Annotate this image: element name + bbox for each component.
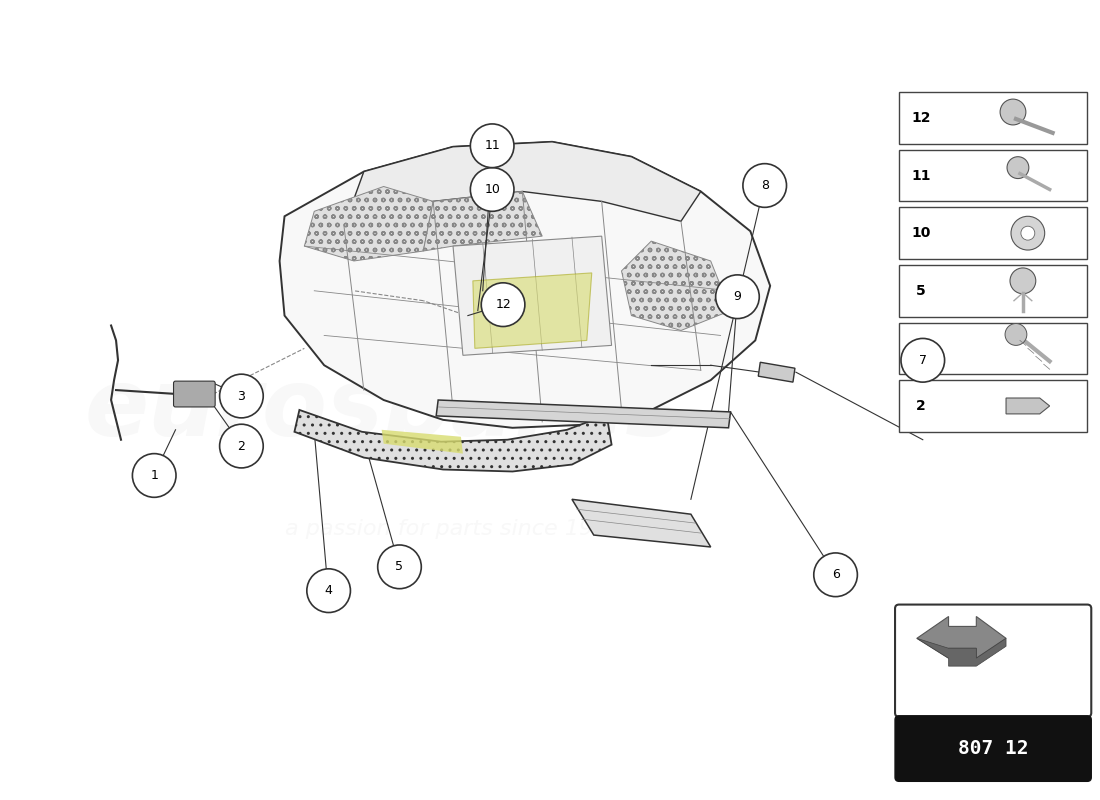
Polygon shape [473,273,592,348]
Polygon shape [916,638,1006,666]
Circle shape [1006,157,1028,178]
Circle shape [377,545,421,589]
Text: 10: 10 [911,226,931,240]
Circle shape [1005,323,1027,346]
Circle shape [814,553,857,597]
Polygon shape [758,362,795,382]
Polygon shape [424,191,542,251]
Polygon shape [572,499,711,547]
Text: 8: 8 [761,179,769,192]
Text: 6: 6 [839,566,847,579]
Polygon shape [295,410,612,471]
Circle shape [1010,268,1036,294]
Polygon shape [1006,398,1049,414]
Polygon shape [305,186,433,261]
FancyBboxPatch shape [899,150,1087,202]
Circle shape [901,338,945,382]
Circle shape [1021,226,1035,240]
Text: 2: 2 [916,399,926,413]
Text: 5: 5 [396,560,404,574]
FancyBboxPatch shape [895,716,1091,782]
Polygon shape [279,142,770,428]
Text: 12: 12 [911,111,931,125]
Text: 3: 3 [916,342,925,355]
FancyBboxPatch shape [895,605,1091,717]
Text: 8: 8 [770,177,778,190]
Circle shape [1011,216,1045,250]
Text: 807 12: 807 12 [958,739,1028,758]
Circle shape [307,569,351,613]
Text: 5: 5 [916,284,926,298]
Circle shape [220,424,263,468]
Circle shape [716,275,759,318]
FancyBboxPatch shape [899,265,1087,317]
Circle shape [471,124,514,168]
Text: a passion for parts since 1985: a passion for parts since 1985 [285,519,622,539]
Text: 11: 11 [484,139,500,152]
Text: 10: 10 [484,183,500,196]
FancyBboxPatch shape [899,92,1087,144]
Polygon shape [916,617,1006,658]
Text: eurospares: eurospares [85,364,682,456]
Circle shape [220,374,263,418]
Text: 3: 3 [238,390,245,402]
Circle shape [742,164,786,207]
Circle shape [1000,99,1026,125]
FancyBboxPatch shape [174,381,216,407]
Polygon shape [382,430,463,454]
FancyBboxPatch shape [899,322,1087,374]
FancyBboxPatch shape [899,380,1087,432]
Polygon shape [453,236,612,355]
Circle shape [471,168,514,211]
Text: 6: 6 [832,568,839,582]
Text: 9: 9 [734,290,741,303]
Text: 2: 2 [238,439,245,453]
Text: 12: 12 [495,298,510,311]
Polygon shape [621,241,730,330]
Text: 7: 7 [918,354,927,366]
Polygon shape [344,142,701,226]
FancyBboxPatch shape [899,207,1087,259]
Circle shape [132,454,176,498]
Circle shape [482,283,525,326]
Text: 11: 11 [911,169,931,182]
Text: 4: 4 [324,584,332,597]
Text: 1: 1 [151,469,158,482]
Polygon shape [437,400,730,428]
